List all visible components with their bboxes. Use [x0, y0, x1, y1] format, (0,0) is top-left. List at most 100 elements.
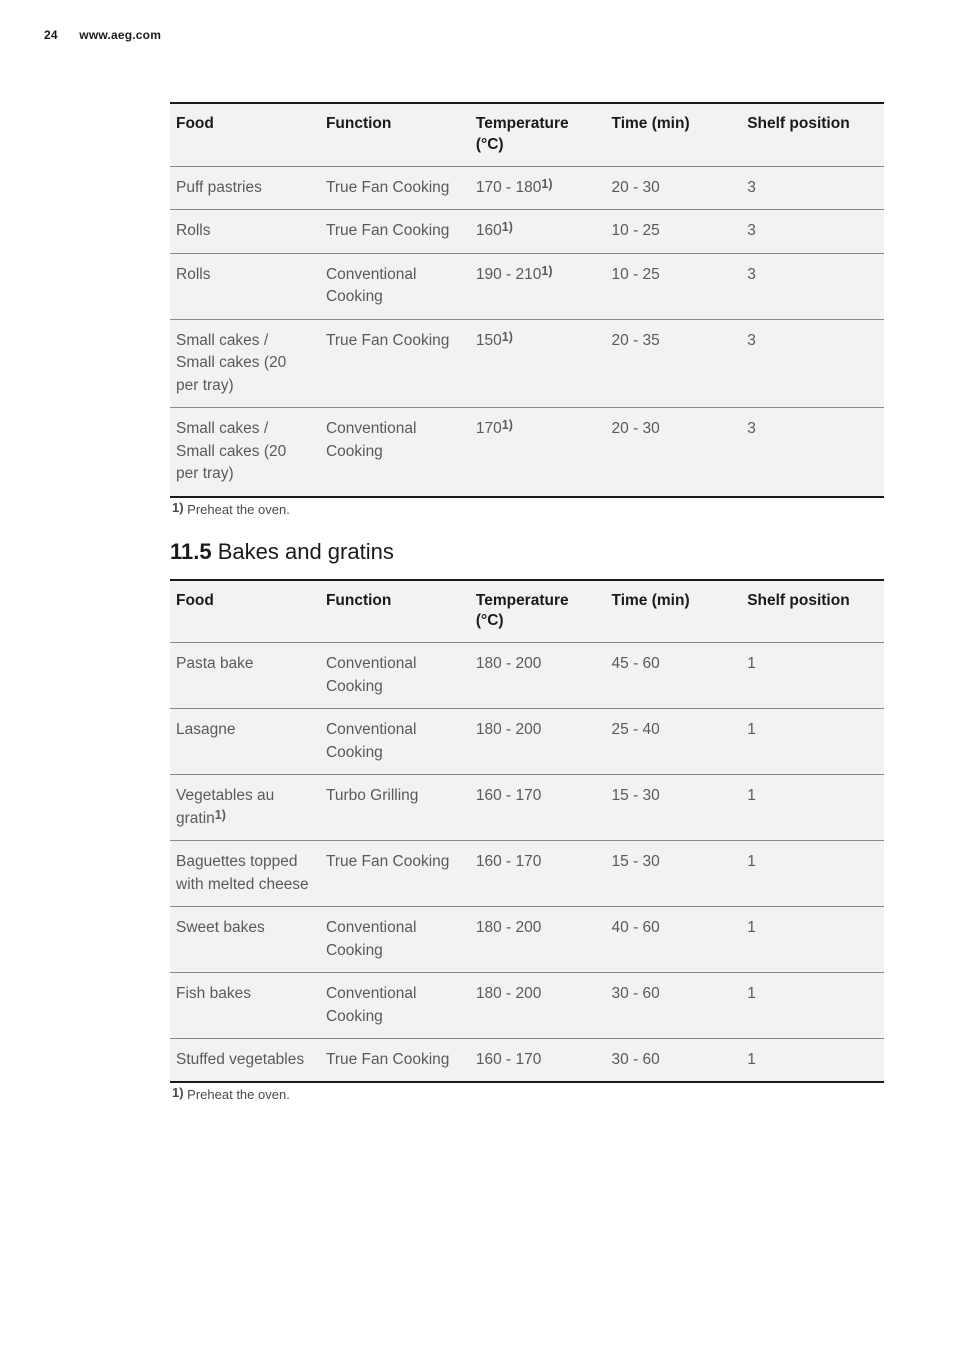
- col-shelf: Shelf position: [741, 103, 884, 166]
- footnote-marker: 1): [172, 1085, 184, 1100]
- cell-temp: 180 - 200: [470, 907, 606, 973]
- cell-function: True Fan Cooking: [320, 841, 470, 907]
- cell-time: 25 - 40: [606, 709, 742, 775]
- cell-shelf: 3: [741, 319, 884, 407]
- cell-food: Stuffed vegetables: [170, 1039, 320, 1083]
- cell-function: True Fan Cooking: [320, 1039, 470, 1083]
- footnote-text: Preheat the oven.: [184, 1087, 290, 1102]
- cell-food: Sweet bakes: [170, 907, 320, 973]
- footnote-ref: 1): [502, 418, 513, 432]
- table-row: Small cakes / Small cakes (20 per tray) …: [170, 408, 884, 497]
- cell-time: 30 - 60: [606, 1039, 742, 1083]
- cell-function: Conventional Cooking: [320, 643, 470, 709]
- cell-shelf: 3: [741, 210, 884, 253]
- col-shelf: Shelf position: [741, 580, 884, 643]
- table-row: Rolls True Fan Cooking 1601) 10 - 25 3: [170, 210, 884, 253]
- section-heading: 11.5 Bakes and gratins: [170, 539, 884, 565]
- col-food: Food: [170, 580, 320, 643]
- footnote-ref: 1): [502, 220, 513, 234]
- table-row: Lasagne Conventional Cooking 180 - 200 2…: [170, 709, 884, 775]
- cooking-table-1: Food Function Temperature (°C) Time (min…: [170, 102, 884, 498]
- cell-function: True Fan Cooking: [320, 319, 470, 407]
- cell-temp: 180 - 200: [470, 709, 606, 775]
- table-row: Puff pastries True Fan Cooking 170 - 180…: [170, 166, 884, 209]
- cell-function: Conventional Cooking: [320, 408, 470, 497]
- cell-time: 10 - 25: [606, 210, 742, 253]
- footnote-marker: 1): [172, 500, 184, 515]
- cell-temp: 160 - 170: [470, 775, 606, 841]
- cell-shelf: 1: [741, 841, 884, 907]
- cell-temp: 160 - 170: [470, 841, 606, 907]
- cell-function: Conventional Cooking: [320, 253, 470, 319]
- cell-time: 40 - 60: [606, 907, 742, 973]
- col-temp: Temperature (°C): [470, 103, 606, 166]
- cell-time: 20 - 35: [606, 319, 742, 407]
- cell-temp: 1501): [470, 319, 606, 407]
- cell-temp: 1601): [470, 210, 606, 253]
- table-row: Small cakes / Small cakes (20 per tray) …: [170, 319, 884, 407]
- footnote-ref: 1): [541, 264, 552, 278]
- table-row: Fish bakes Conventional Cooking 180 - 20…: [170, 973, 884, 1039]
- cell-shelf: 1: [741, 643, 884, 709]
- cooking-table-2: Food Function Temperature (°C) Time (min…: [170, 579, 884, 1084]
- cell-shelf: 3: [741, 253, 884, 319]
- col-function: Function: [320, 580, 470, 643]
- col-food: Food: [170, 103, 320, 166]
- cell-temp: 170 - 1801): [470, 166, 606, 209]
- cell-food: Small cakes / Small cakes (20 per tray): [170, 319, 320, 407]
- cell-shelf: 1: [741, 973, 884, 1039]
- col-function: Function: [320, 103, 470, 166]
- section-title: Bakes and gratins: [212, 539, 394, 564]
- cell-food: Puff pastries: [170, 166, 320, 209]
- footnote-ref: 1): [215, 808, 226, 822]
- cell-temp: 180 - 200: [470, 643, 606, 709]
- table-row: Stuffed vegetables True Fan Cooking 160 …: [170, 1039, 884, 1083]
- cell-time: 15 - 30: [606, 775, 742, 841]
- cell-shelf: 1: [741, 907, 884, 973]
- cell-food: Vegetables au gratin1): [170, 775, 320, 841]
- cell-temp: 160 - 170: [470, 1039, 606, 1083]
- table-row: Baguettes topped with melted cheese True…: [170, 841, 884, 907]
- col-time: Time (min): [606, 103, 742, 166]
- cell-food: Pasta bake: [170, 643, 320, 709]
- cell-function: Conventional Cooking: [320, 709, 470, 775]
- cell-time: 45 - 60: [606, 643, 742, 709]
- cell-time: 10 - 25: [606, 253, 742, 319]
- table-row: Sweet bakes Conventional Cooking 180 - 2…: [170, 907, 884, 973]
- col-time: Time (min): [606, 580, 742, 643]
- page-header: 24 www.aeg.com: [0, 0, 954, 102]
- page-content: Food Function Temperature (°C) Time (min…: [0, 102, 954, 1102]
- cell-temp: 190 - 2101): [470, 253, 606, 319]
- cell-temp: 1701): [470, 408, 606, 497]
- cell-function: Conventional Cooking: [320, 973, 470, 1039]
- cell-shelf: 1: [741, 709, 884, 775]
- cell-time: 15 - 30: [606, 841, 742, 907]
- table-header-row: Food Function Temperature (°C) Time (min…: [170, 103, 884, 166]
- cell-shelf: 3: [741, 408, 884, 497]
- cell-function: True Fan Cooking: [320, 166, 470, 209]
- cell-shelf: 3: [741, 166, 884, 209]
- table-header-row: Food Function Temperature (°C) Time (min…: [170, 580, 884, 643]
- footnote-ref: 1): [541, 177, 552, 191]
- cell-food: Lasagne: [170, 709, 320, 775]
- cell-function: Turbo Grilling: [320, 775, 470, 841]
- cell-shelf: 1: [741, 1039, 884, 1083]
- cell-time: 20 - 30: [606, 166, 742, 209]
- section-number: 11.5: [170, 539, 212, 564]
- table-footnote: 1) Preheat the oven.: [170, 1083, 884, 1102]
- table-footnote: 1) Preheat the oven.: [170, 498, 884, 517]
- cell-function: True Fan Cooking: [320, 210, 470, 253]
- cell-food: Baguettes topped with melted cheese: [170, 841, 320, 907]
- footnote-text: Preheat the oven.: [184, 502, 290, 517]
- cell-temp: 180 - 200: [470, 973, 606, 1039]
- footnote-ref: 1): [502, 330, 513, 344]
- cell-time: 20 - 30: [606, 408, 742, 497]
- cell-function: Conventional Cooking: [320, 907, 470, 973]
- cell-food: Fish bakes: [170, 973, 320, 1039]
- cell-food: Rolls: [170, 253, 320, 319]
- table-row: Vegetables au gratin1) Turbo Grilling 16…: [170, 775, 884, 841]
- site-url: www.aeg.com: [79, 28, 161, 42]
- table-row: Pasta bake Conventional Cooking 180 - 20…: [170, 643, 884, 709]
- cell-shelf: 1: [741, 775, 884, 841]
- page-number: 24: [44, 28, 58, 42]
